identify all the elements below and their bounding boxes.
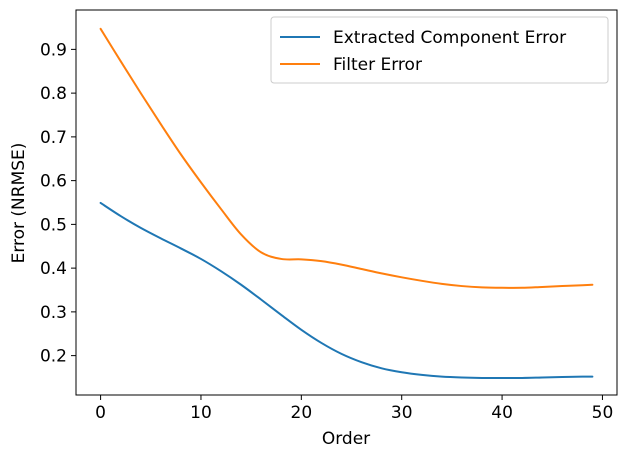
y-tick-label: 0.3 bbox=[40, 303, 67, 323]
x-tick-label: 40 bbox=[491, 403, 513, 423]
x-axis-label: Order bbox=[322, 429, 370, 449]
y-tick-label: 0.2 bbox=[40, 347, 67, 367]
series-line-filter-error bbox=[99, 27, 594, 289]
x-tick-label: 0 bbox=[95, 403, 106, 423]
x-axis: 0 10 20 30 40 50 bbox=[95, 395, 613, 423]
y-tick-label: 0.6 bbox=[40, 172, 67, 192]
y-tick-label: 0.5 bbox=[40, 215, 67, 235]
legend: Extracted Component Error Filter Error bbox=[270, 16, 609, 84]
axes-frame bbox=[75, 9, 618, 396]
y-tick-label: 0.7 bbox=[40, 128, 67, 148]
x-tick-label: 10 bbox=[190, 403, 212, 423]
legend-label-filter: Filter Error bbox=[333, 55, 422, 75]
series-lines bbox=[99, 27, 594, 379]
x-tick-label: 20 bbox=[291, 403, 313, 423]
y-tick-label: 0.8 bbox=[40, 84, 67, 104]
legend-label-extracted: Extracted Component Error bbox=[333, 28, 566, 48]
y-tick-label: 0.4 bbox=[40, 259, 67, 279]
x-tick-label: 30 bbox=[391, 403, 413, 423]
series-line-extracted-component-error bbox=[99, 201, 594, 379]
x-tick-label: 50 bbox=[592, 403, 614, 423]
y-tick-label: 0.9 bbox=[40, 40, 67, 60]
y-axis: 0.2 0.3 0.4 0.5 0.6 0.7 0.8 0.9 bbox=[40, 40, 76, 367]
legend-box bbox=[270, 16, 609, 84]
y-axis-label: Error (NRMSE) bbox=[9, 143, 29, 264]
plot-area bbox=[75, 9, 618, 396]
